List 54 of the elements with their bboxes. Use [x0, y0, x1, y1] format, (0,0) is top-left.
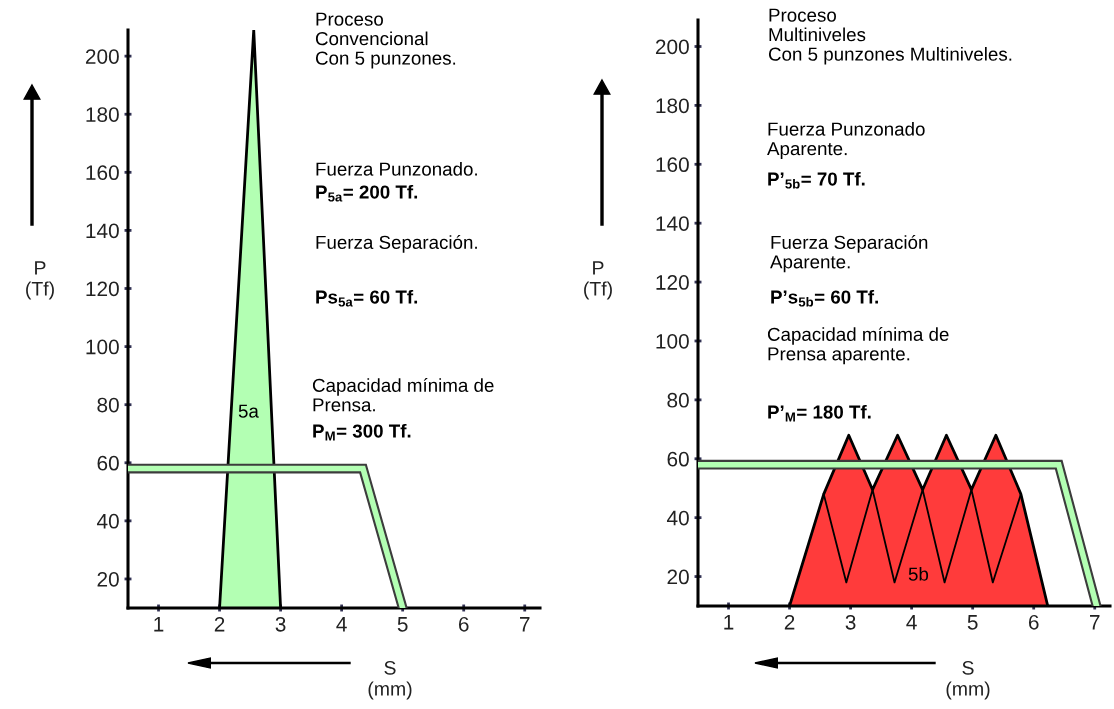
x-tick-label: 4 [336, 617, 347, 632]
x-tick-label: 3 [275, 616, 286, 632]
y-tick-label: 100 [656, 333, 689, 349]
y-tick-label: 120 [656, 275, 689, 290]
annotation: P$_{M}$= 300 Tf. [313, 423, 411, 441]
annotation: P$_{5a}$= 200 Tf. [316, 184, 418, 202]
x-axis-title: S (mm) [946, 660, 990, 700]
y-tick-label: 60 [667, 451, 689, 467]
x-tick-label: 7 [1090, 615, 1100, 630]
x-axis-title: S (mm) [368, 660, 412, 700]
annotation: 5a [238, 404, 259, 418]
annotation: 5b [908, 567, 929, 581]
y-tick-label: 80 [667, 392, 689, 408]
y-tick-label: 180 [656, 98, 689, 114]
y-tick-label: 60 [97, 455, 119, 471]
annotation: Proceso Convencional Con 5 punzones. [315, 12, 456, 69]
y-tick-label: 200 [655, 39, 689, 55]
x-tick-label: 6 [458, 616, 469, 632]
y-tick-label: 160 [656, 157, 689, 173]
x-tick-label: 1 [724, 615, 734, 630]
annotation: Fuerza Separación Aparente. [770, 235, 928, 273]
annotation: Fuerza Separación. [316, 235, 477, 253]
y-tick-label: 80 [97, 397, 119, 413]
y-tick-label: 20 [667, 569, 689, 585]
annotation: Ps$_{5a}$= 60 Tf. [316, 289, 418, 307]
y-tick-label: 100 [86, 339, 119, 355]
annotation: P’s$_{5b}$= 60 Tf. [771, 289, 878, 307]
x-tick-label: 1 [154, 617, 164, 632]
y-tick-label: 40 [666, 510, 689, 526]
y-tick-label: 20 [97, 571, 119, 587]
y-tick-label: 140 [656, 216, 689, 231]
annotation: Fuerza Punzonado Aparente. [767, 122, 925, 159]
x-tick-label: 5 [397, 617, 408, 632]
y-tick-label: 40 [96, 513, 119, 529]
y-tick-label: 120 [86, 281, 119, 297]
x-tick-label: 2 [784, 614, 795, 630]
y-tick-label: 200 [85, 49, 119, 64]
annotation: P’$_{M}$= 180 Tf. [768, 404, 871, 422]
annotation: P’$_{5b}$= 70 Tf. [768, 171, 865, 189]
y-axis-title: P (Tf) [26, 261, 54, 300]
x-tick-label: 4 [906, 615, 917, 630]
x-tick-label: 5 [967, 615, 978, 630]
annotation: Proceso Multiniveles Con 5 punzones Multiniveles. [768, 8, 1012, 65]
x-tick-label: 6 [1028, 614, 1039, 630]
x-tick-label: 2 [214, 616, 225, 632]
y-tick-label: 180 [86, 107, 119, 122]
x-tick-label: 3 [845, 614, 856, 630]
annotation: Capacidad mínima de Prensa aparente. [767, 327, 949, 365]
y-tick-label: 160 [86, 165, 119, 181]
y-axis-title: P (Tf) [584, 261, 612, 300]
annotation: Fuerza Punzonado. [316, 162, 477, 176]
annotation: Capacidad mínima de Prensa. [312, 378, 494, 412]
y-tick-label: 140 [86, 223, 119, 239]
x-tick-label: 7 [520, 617, 530, 632]
